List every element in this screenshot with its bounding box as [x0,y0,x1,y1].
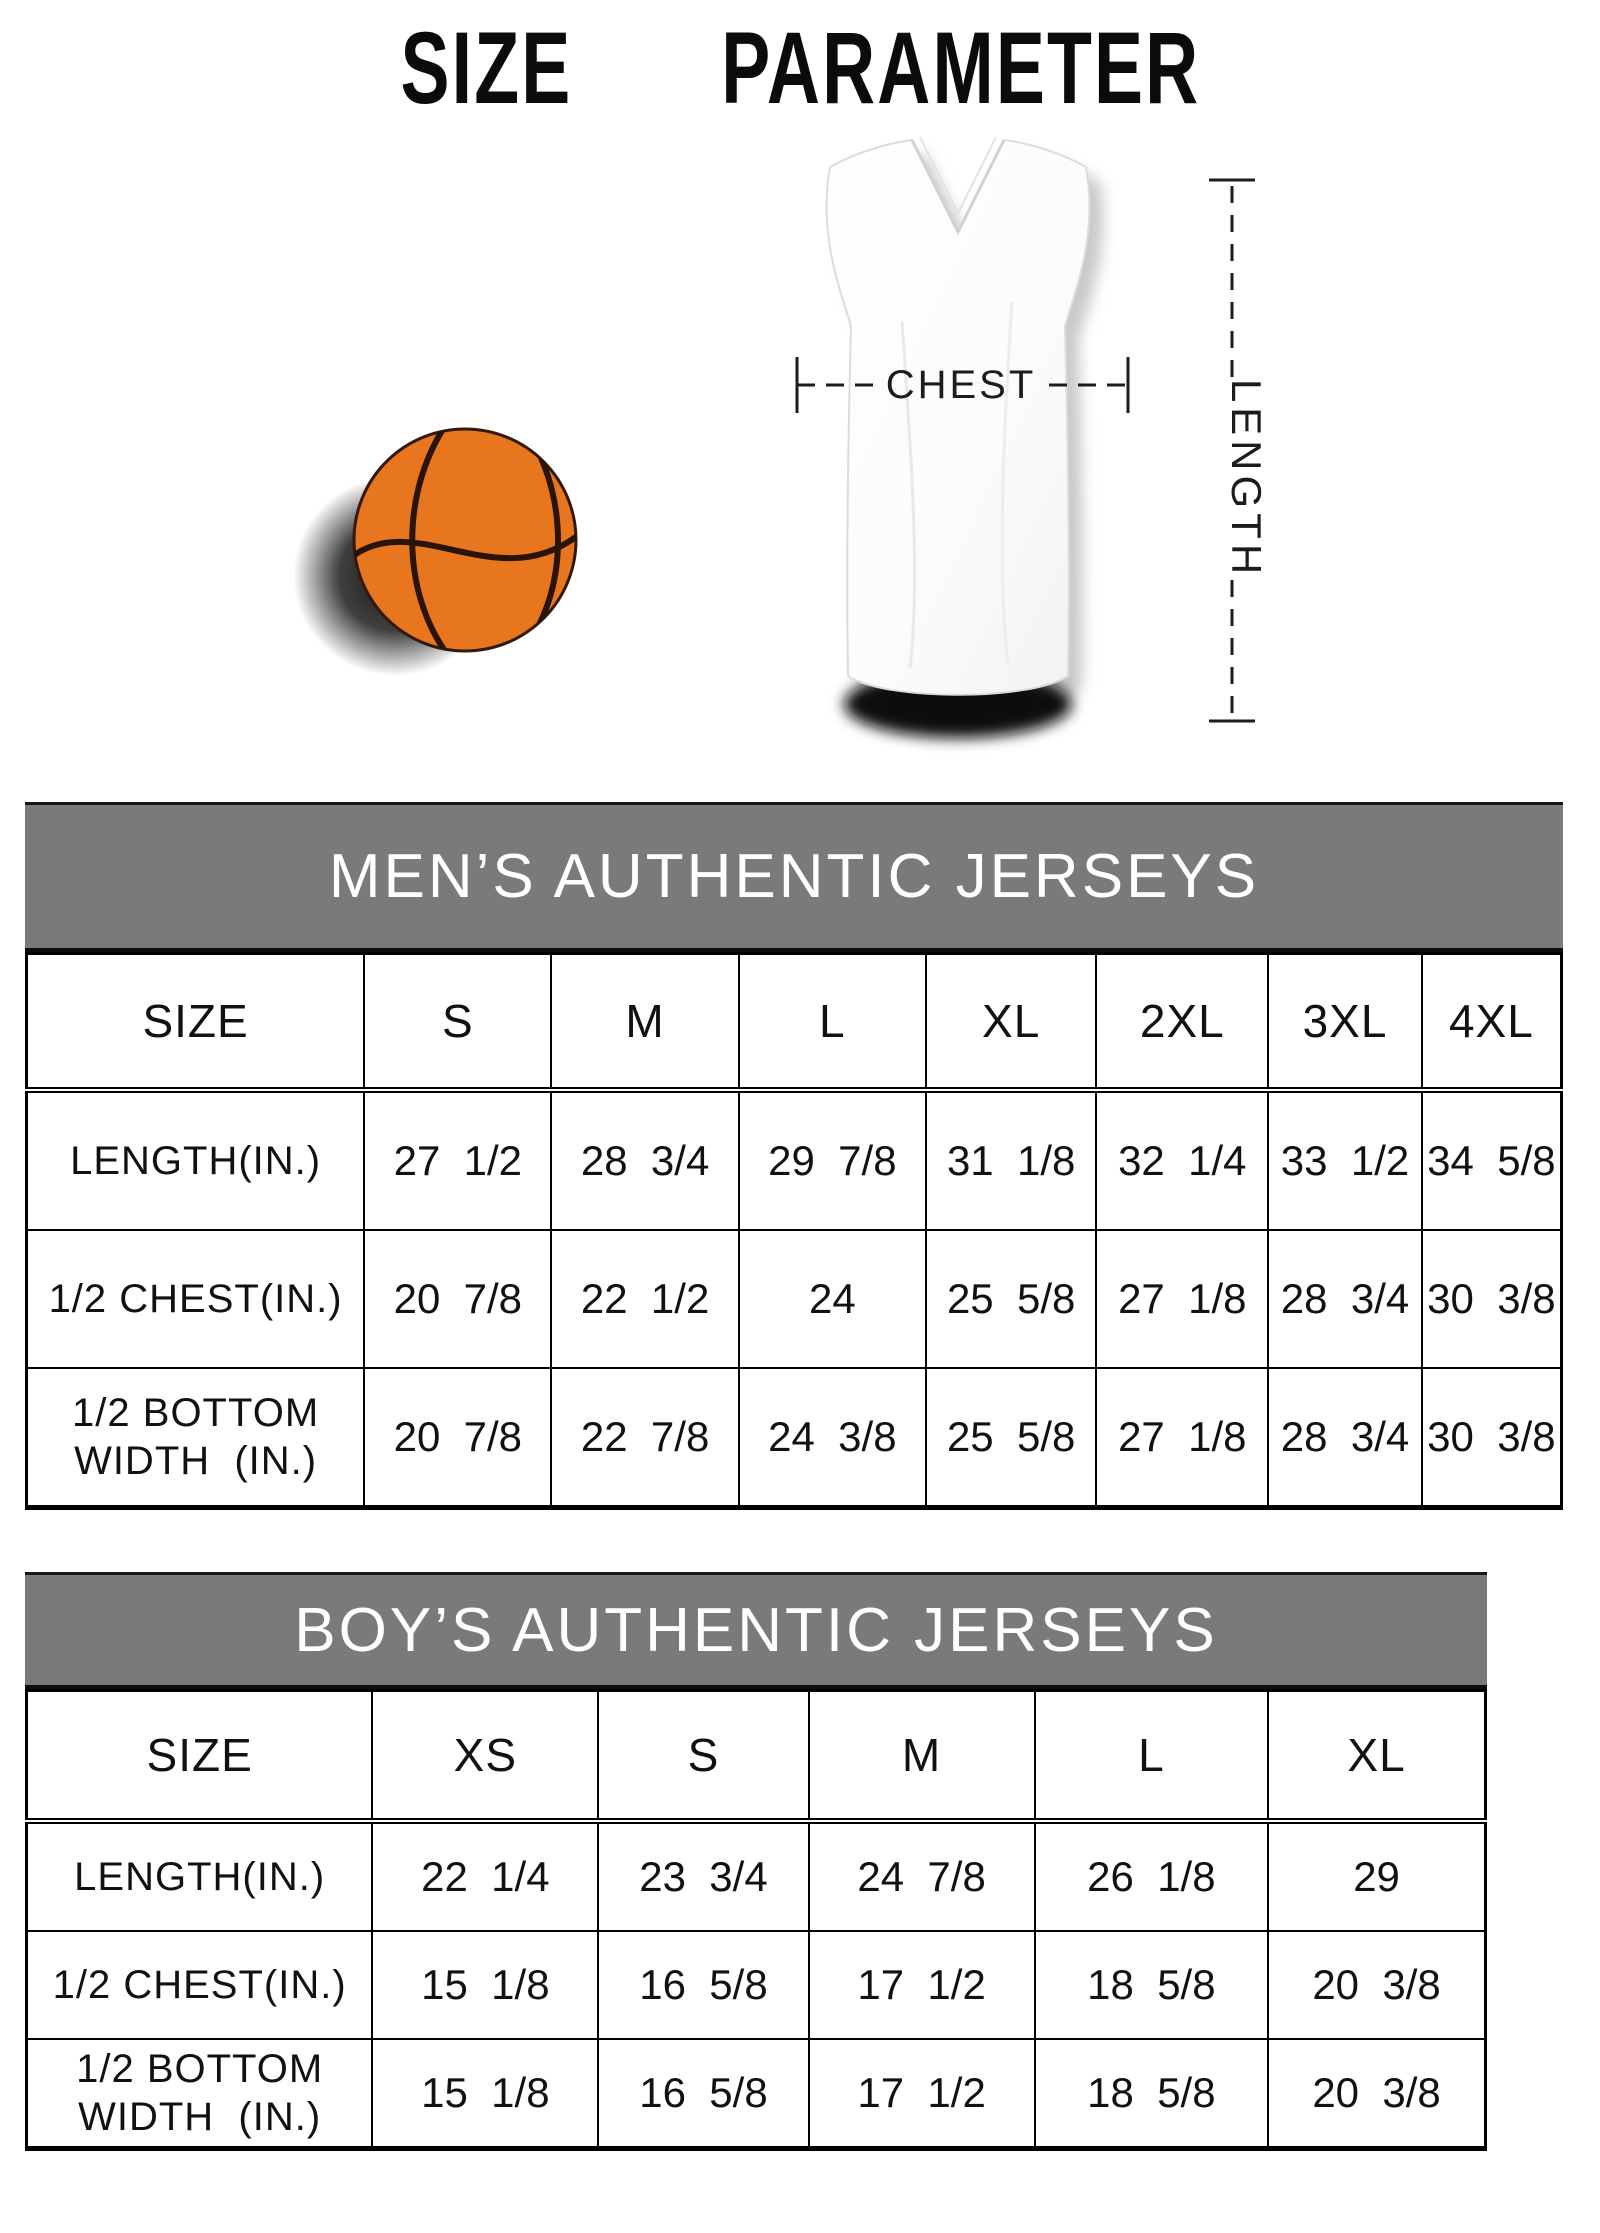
header-cell: L [1033,1689,1270,1824]
value-cell: 17 1/2 [807,1930,1036,2040]
value-cell: 27 1/8 [1095,1229,1270,1369]
value-cell: 16 5/8 [597,1930,810,2040]
value-cell: 20 3/8 [1267,1930,1487,2040]
value-cell: 28 3/4 [550,1089,740,1231]
header-cell: 4XL [1420,952,1563,1093]
header-cell: S [597,1689,810,1824]
row-label: 1/2 BOTTOM WIDTH (IN.) [25,2038,374,2150]
value-cell: 22 1/4 [371,1820,600,1932]
value-cell: 29 [1267,1820,1487,1932]
page-title: SIZE PARAMETER [0,10,1600,127]
value-cell: 27 1/2 [363,1089,553,1231]
value-cell: 17 1/2 [807,2038,1036,2150]
value-cell: 16 5/8 [597,2038,810,2150]
value-cell: 31 1/8 [924,1089,1098,1231]
value-cell: 29 7/8 [737,1089,927,1231]
value-cell: 26 1/8 [1033,1820,1270,1932]
jersey-body [825,138,1091,696]
boys-header-row: SIZE XS S M L XL [25,1689,1487,1824]
value-cell: 23 3/4 [597,1820,810,1932]
value-cell: 27 1/8 [1095,1367,1270,1509]
value-cell: 15 1/8 [371,2038,600,2150]
header-cell: SIZE [25,1689,374,1824]
mens-size-table-section: MEN’S AUTHENTIC JERSEYS SIZE S M L XL 2X… [25,802,1563,1510]
value-cell: 24 [737,1229,927,1369]
mens-header-row: SIZE S M L XL 2XL 3XL 4XL [25,952,1563,1093]
header-cell: XL [924,952,1098,1093]
value-cell: 20 7/8 [363,1229,553,1369]
value-cell: 22 1/2 [550,1229,740,1369]
boys-bottom-width-row: 1/2 BOTTOM WIDTH (IN.) 15 1/8 16 5/8 17 … [25,2038,1487,2150]
value-cell: 18 5/8 [1033,2038,1270,2150]
header-cell: XL [1267,1689,1487,1824]
header-cell: 3XL [1267,952,1423,1093]
header-cell: XS [371,1689,600,1824]
mens-size-table: SIZE S M L XL 2XL 3XL 4XL LENGTH(IN.) 27… [25,952,1563,1510]
header-cell: S [363,952,553,1093]
value-cell: 30 3/8 [1420,1367,1563,1509]
chest-label: CHEST [886,363,1037,407]
value-cell: 34 5/8 [1420,1089,1563,1231]
boys-length-row: LENGTH(IN.) 22 1/4 23 3/4 24 7/8 26 1/8 … [25,1820,1487,1932]
header-cell: 2XL [1095,952,1270,1093]
boys-size-table: SIZE XS S M L XL LENGTH(IN.) 22 1/4 23 3… [25,1689,1487,2151]
value-cell: 33 1/2 [1267,1089,1423,1231]
length-measure-line [1209,178,1255,723]
row-label: LENGTH(IN.) [25,1820,374,1932]
jersey-vneck-inner [919,136,997,216]
length-label: LENGTH [1223,379,1270,579]
basketball-icon [295,427,578,676]
jersey-fold-line [1000,301,1014,665]
basketball-seams [354,429,576,651]
mens-bottom-width-row: 1/2 BOTTOM WIDTH (IN.) 20 7/8 22 7/8 24 … [25,1367,1563,1509]
mens-chest-row: 1/2 CHEST(IN.) 20 7/8 22 1/2 24 25 5/8 2… [25,1229,1563,1369]
boys-chest-row: 1/2 CHEST(IN.) 15 1/8 16 5/8 17 1/2 18 5… [25,1930,1487,2040]
jersey-icon [825,136,1104,738]
value-cell: 24 7/8 [807,1820,1036,1932]
value-cell: 32 1/4 [1095,1089,1270,1231]
page-title-text: SIZE PARAMETER [400,11,1200,125]
value-cell: 22 7/8 [550,1367,740,1509]
row-label: LENGTH(IN.) [25,1089,366,1231]
value-cell: 28 3/4 [1267,1367,1423,1509]
jersey-vneck [910,139,1006,236]
row-label: 1/2 CHEST(IN.) [25,1930,374,2040]
measurement-annotations: CHEST LENGTH [795,178,1270,723]
value-cell: 15 1/8 [371,1930,600,2040]
boys-table-title: BOY’S AUTHENTIC JERSEYS [25,1572,1487,1689]
boys-size-table-section: BOY’S AUTHENTIC JERSEYS SIZE XS S M L XL… [25,1572,1487,2151]
chest-measure-line [795,357,1130,413]
row-label: 1/2 CHEST(IN.) [25,1229,366,1369]
header-cell: M [807,1689,1036,1824]
value-cell: 20 7/8 [363,1367,553,1509]
header-cell: SIZE [25,952,366,1093]
row-label: 1/2 BOTTOM WIDTH (IN.) [25,1367,366,1509]
value-cell: 18 5/8 [1033,1930,1270,2040]
header-cell: M [550,952,740,1093]
value-cell: 25 5/8 [924,1367,1098,1509]
jersey-fold-line [900,321,917,669]
header-cell: L [737,952,927,1093]
value-cell: 28 3/4 [1267,1229,1423,1369]
value-cell: 20 3/8 [1267,2038,1487,2150]
mens-table-title: MEN’S AUTHENTIC JERSEYS [25,802,1563,952]
mens-length-row: LENGTH(IN.) 27 1/2 28 3/4 29 7/8 31 1/8 … [25,1089,1563,1231]
value-cell: 25 5/8 [924,1229,1098,1369]
value-cell: 30 3/8 [1420,1229,1563,1369]
value-cell: 24 3/8 [737,1367,927,1509]
